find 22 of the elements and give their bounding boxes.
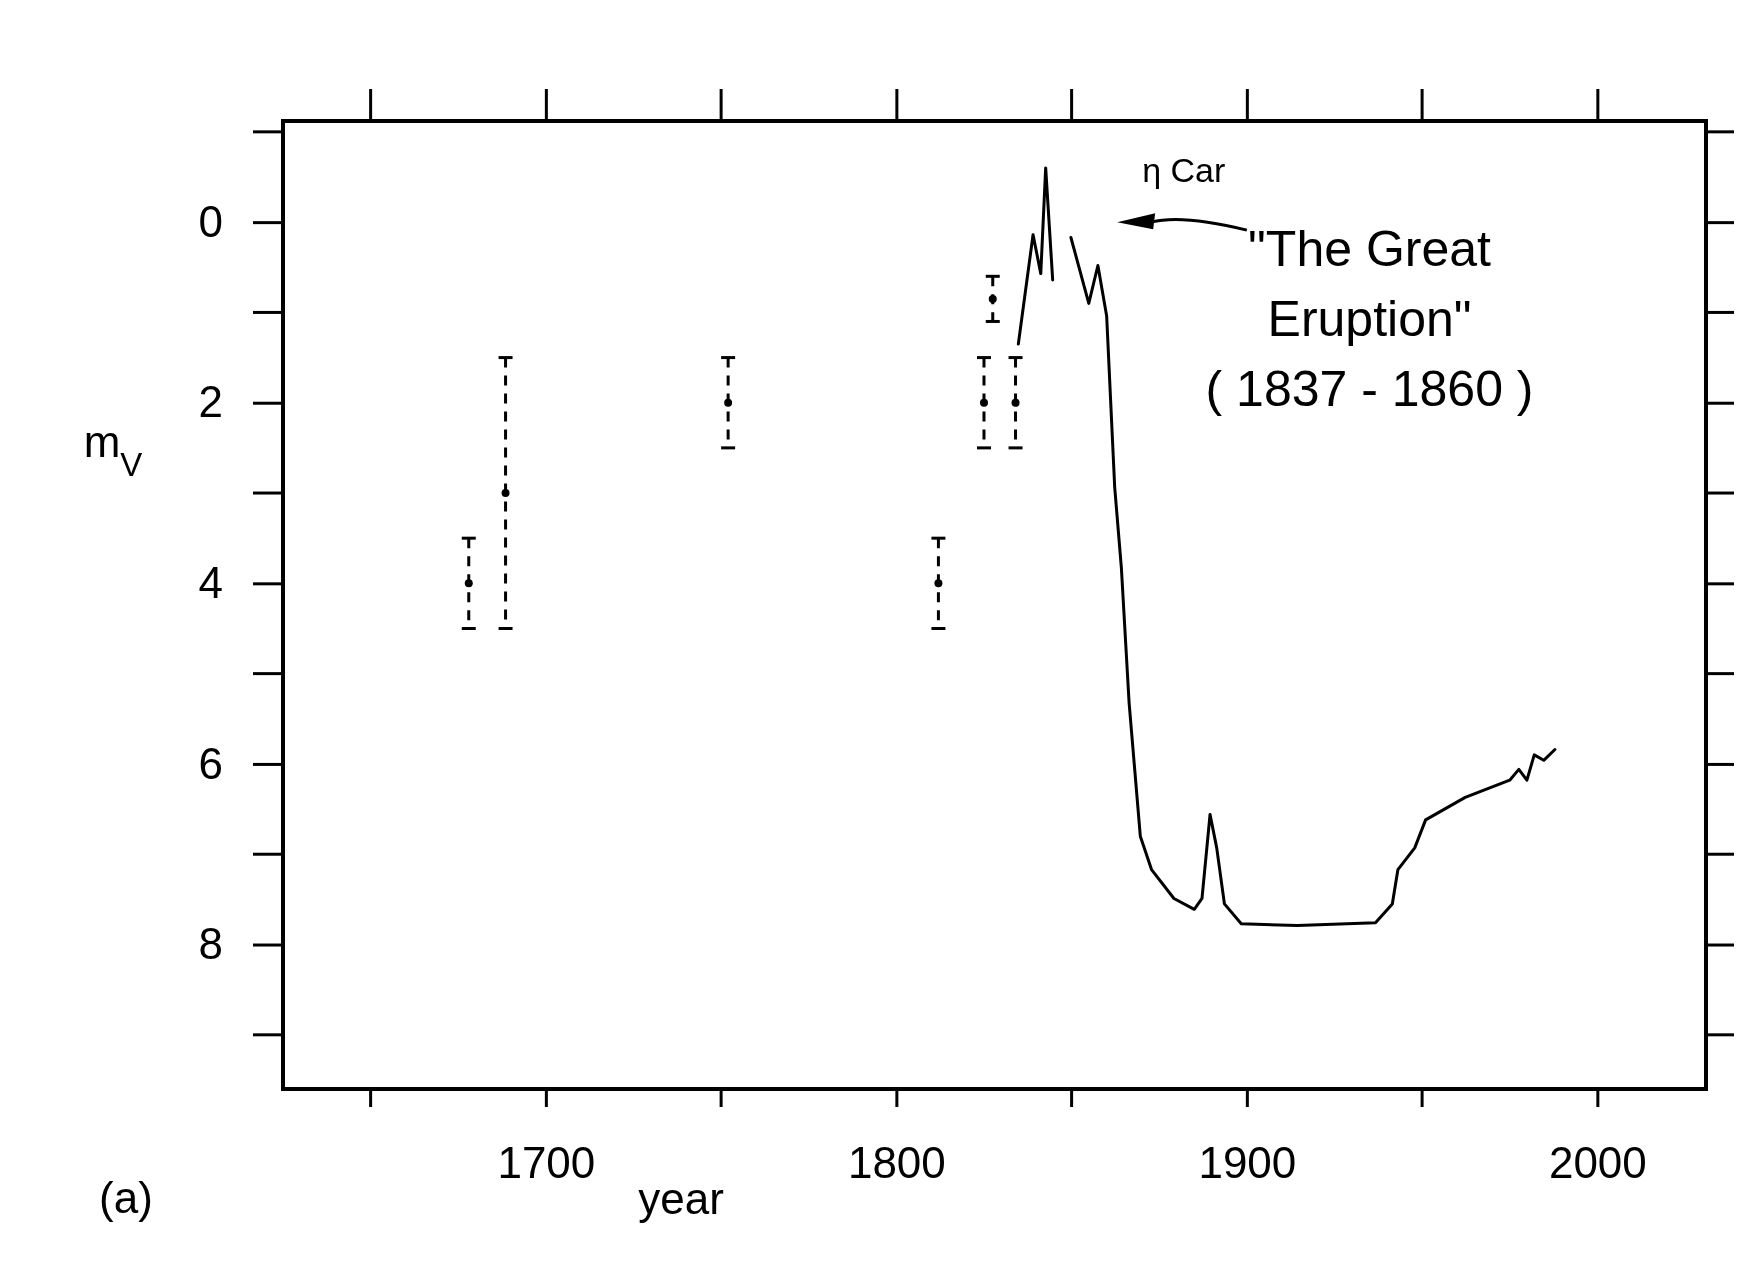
point [501, 489, 510, 498]
point [979, 398, 988, 407]
line-series [1016, 166, 1055, 346]
y-axis-title: m$_{V}$ [83, 416, 143, 483]
y-tick-label: 4 [198, 557, 223, 607]
y-tick-label: 8 [198, 919, 223, 969]
x-axis-title: year [638, 1174, 724, 1223]
x-tick-label: 1800 [847, 1138, 946, 1188]
y-tick-label: 6 [198, 738, 223, 788]
point [724, 398, 733, 407]
annotation: "The Great Eruption" ( 1837 - 1860 ) [1205, 220, 1534, 417]
point [934, 579, 943, 588]
x-tick-label: 1700 [497, 1138, 596, 1188]
point [464, 579, 473, 588]
x-tick-label: 1900 [1198, 1138, 1297, 1188]
y-tick-label: 2 [198, 377, 223, 427]
x-tick-label: 2000 [1548, 1138, 1647, 1188]
y-tick-label: 0 [198, 196, 223, 246]
point [1011, 398, 1020, 407]
annotation: η Car [1142, 150, 1226, 189]
point [988, 294, 997, 303]
text: (a) [99, 1173, 153, 1222]
